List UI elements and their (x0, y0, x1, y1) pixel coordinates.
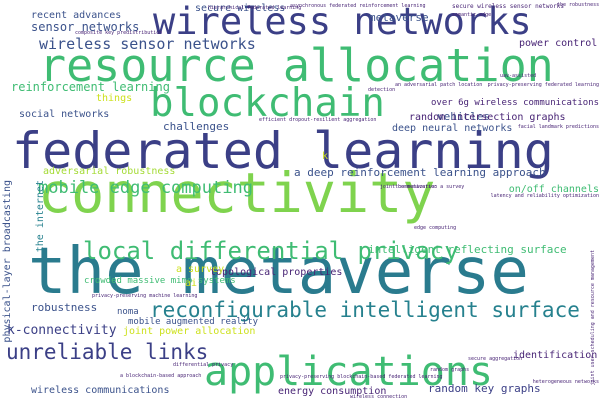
word: efficient dropout-resilient aggregation (259, 117, 377, 123)
word: latency and reliability optimization (490, 193, 599, 199)
word: social networks (19, 109, 110, 120)
word: local differential privacy (83, 237, 459, 265)
word: random graphs (430, 367, 470, 373)
word: privacy-preserving machine learning (92, 293, 198, 299)
word: uav-assisted (500, 73, 537, 79)
word: a blockchain-based approach (120, 373, 202, 379)
word: connectivity (38, 161, 436, 225)
word: k-connectivity (7, 323, 117, 338)
word: crowded massive mimo systems (84, 276, 236, 286)
word: wireless sensor networks (39, 35, 256, 53)
word: recent advances (31, 10, 122, 21)
word: privacy-preserving federated learning (487, 82, 599, 88)
word: edge computing (414, 225, 457, 231)
word: a survey (176, 264, 225, 275)
word: the internet (35, 180, 46, 253)
word: heterogeneous networks (532, 379, 599, 385)
word: sensor networks (31, 20, 140, 34)
word: asynchronous federated reinforcement lea… (290, 3, 426, 9)
word: metaverse (369, 11, 429, 24)
word: noma (117, 307, 139, 317)
word: vehicles (437, 110, 490, 123)
word: joint communication (380, 184, 438, 190)
word: joint user scheduling and resource manag… (590, 250, 596, 386)
word: mobile edge computing (38, 178, 253, 198)
word: identification (513, 350, 598, 361)
word: the robustness (557, 2, 600, 8)
word: hierarchical federated learning (208, 5, 302, 11)
word: random intersection graphs (409, 112, 566, 123)
word: the metaverse: a survey (395, 184, 465, 190)
word: detection (368, 87, 396, 93)
word: federated learning (12, 122, 554, 180)
word: robustness (31, 301, 98, 314)
word: deep neural networks (392, 123, 513, 134)
word: semantic edge (452, 12, 492, 18)
word: unreliable links (6, 340, 209, 364)
word: random key graphs (428, 382, 541, 395)
word: things (96, 93, 133, 104)
word: resource allocation (39, 39, 554, 92)
word: challenges (163, 120, 230, 133)
word: secure wireless sensor networks (452, 3, 564, 10)
word: the metaverse (28, 235, 529, 309)
word: wireless connection (350, 394, 408, 400)
word: secure wireless (195, 3, 286, 14)
word: joint power allocation (123, 326, 256, 337)
word: blockchain (150, 81, 385, 126)
word: mobile augmented reality (128, 317, 259, 327)
word: facial landmark predictions (517, 124, 599, 130)
word: privacy-preserving blockchain-based fede… (280, 374, 443, 380)
word: a deep reinforcement learning approach (294, 166, 546, 179)
word: over 6g wireless communications (431, 98, 599, 108)
word: ai (185, 278, 198, 289)
word: energy consumption (278, 386, 387, 397)
word: secure aggregation (468, 356, 523, 362)
word: an adversarial patch location (395, 82, 483, 88)
word: composite key predistribution (75, 30, 163, 36)
word: on/off channels (508, 184, 599, 195)
word: reinforcement learning (11, 80, 170, 94)
word: applications (204, 349, 493, 395)
word: differential privacy (173, 362, 234, 368)
word: adversarial robustness (43, 166, 176, 177)
word: reconfigurable intelligent surface (150, 298, 580, 322)
word: intelligent reflecting surface (368, 243, 567, 256)
word: power control (519, 38, 598, 49)
word: wireless networks (153, 0, 532, 43)
word: topological properties (210, 267, 343, 278)
word: k (322, 151, 329, 162)
word: wireless communications (31, 385, 170, 396)
word: physical-layer broadcasting (2, 180, 13, 343)
